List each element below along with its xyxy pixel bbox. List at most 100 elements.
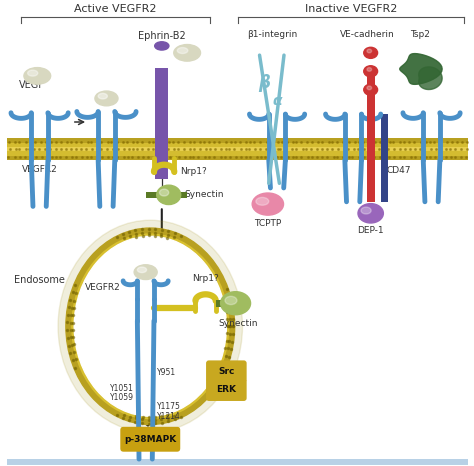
- Bar: [7, 461, 468, 464]
- Bar: [7, 461, 468, 463]
- Bar: [7, 461, 468, 463]
- Polygon shape: [419, 67, 442, 89]
- Bar: [7, 461, 468, 463]
- Bar: [7, 462, 468, 465]
- Bar: [7, 462, 468, 465]
- Bar: [7, 462, 468, 464]
- Bar: [7, 462, 468, 464]
- Ellipse shape: [159, 189, 169, 196]
- Bar: [7, 147, 468, 151]
- Bar: [7, 460, 468, 463]
- Bar: [7, 461, 468, 464]
- Ellipse shape: [58, 220, 243, 432]
- Text: Y951: Y951: [157, 368, 176, 377]
- Polygon shape: [400, 54, 442, 84]
- Bar: [7, 461, 468, 463]
- Ellipse shape: [98, 93, 108, 99]
- Bar: [7, 461, 468, 463]
- Bar: [7, 462, 468, 465]
- Bar: [7, 461, 468, 463]
- Bar: [7, 462, 468, 465]
- Ellipse shape: [74, 236, 227, 416]
- Bar: [7, 462, 468, 464]
- Bar: [7, 461, 468, 464]
- Bar: [7, 460, 468, 463]
- FancyBboxPatch shape: [120, 427, 180, 452]
- Text: Y1214: Y1214: [157, 411, 181, 421]
- Bar: [7, 461, 468, 464]
- Bar: [7, 460, 468, 463]
- Bar: [7, 460, 468, 463]
- Bar: [7, 461, 468, 464]
- Bar: [7, 462, 468, 465]
- Bar: [7, 460, 468, 463]
- Bar: [7, 461, 468, 464]
- Bar: [7, 461, 468, 464]
- Bar: [7, 462, 468, 465]
- Bar: [7, 462, 468, 465]
- Text: α: α: [273, 94, 282, 108]
- Bar: [7, 461, 468, 464]
- Bar: [7, 461, 468, 464]
- Bar: [7, 462, 468, 464]
- Bar: [7, 462, 468, 465]
- Bar: [7, 460, 468, 463]
- Bar: [7, 460, 468, 463]
- Text: β1-integrin: β1-integrin: [247, 30, 298, 39]
- Bar: [7, 462, 468, 465]
- Bar: [7, 460, 468, 463]
- Bar: [7, 461, 468, 463]
- Bar: [7, 460, 468, 463]
- Text: Tsp2: Tsp2: [410, 30, 430, 39]
- Bar: [7, 461, 468, 464]
- Text: TCPTP: TCPTP: [254, 219, 282, 228]
- Ellipse shape: [155, 42, 169, 50]
- Bar: [146, 192, 187, 198]
- Bar: [7, 461, 468, 463]
- Bar: [7, 460, 468, 462]
- Bar: [7, 151, 468, 156]
- Bar: [7, 462, 468, 465]
- Ellipse shape: [24, 68, 51, 84]
- Bar: [7, 462, 468, 464]
- Bar: [7, 462, 468, 465]
- Bar: [7, 460, 468, 462]
- Bar: [7, 462, 468, 464]
- Ellipse shape: [364, 48, 378, 58]
- Bar: [7, 138, 468, 143]
- Bar: [7, 460, 468, 463]
- Bar: [7, 462, 468, 464]
- Bar: [7, 462, 468, 464]
- Bar: [216, 300, 234, 307]
- Bar: [7, 461, 468, 464]
- Bar: [7, 461, 468, 463]
- Bar: [7, 460, 468, 462]
- Bar: [366, 70, 375, 202]
- Bar: [7, 462, 468, 464]
- Bar: [7, 460, 468, 462]
- Ellipse shape: [134, 265, 157, 280]
- Bar: [7, 462, 468, 464]
- Bar: [7, 461, 468, 463]
- Bar: [7, 462, 468, 465]
- Text: ERK: ERK: [216, 385, 237, 394]
- Bar: [7, 461, 468, 464]
- Bar: [7, 461, 468, 463]
- Bar: [7, 462, 468, 465]
- Bar: [7, 462, 468, 464]
- Ellipse shape: [137, 267, 146, 273]
- Bar: [7, 461, 468, 463]
- Bar: [7, 460, 468, 462]
- Bar: [7, 460, 468, 462]
- Bar: [7, 462, 468, 464]
- Bar: [7, 461, 468, 463]
- Bar: [7, 460, 468, 463]
- Ellipse shape: [27, 70, 38, 76]
- Bar: [7, 461, 468, 464]
- Bar: [7, 460, 468, 463]
- Bar: [7, 460, 468, 463]
- Bar: [7, 460, 468, 462]
- Bar: [7, 462, 468, 464]
- Bar: [7, 461, 468, 463]
- Bar: [7, 462, 468, 464]
